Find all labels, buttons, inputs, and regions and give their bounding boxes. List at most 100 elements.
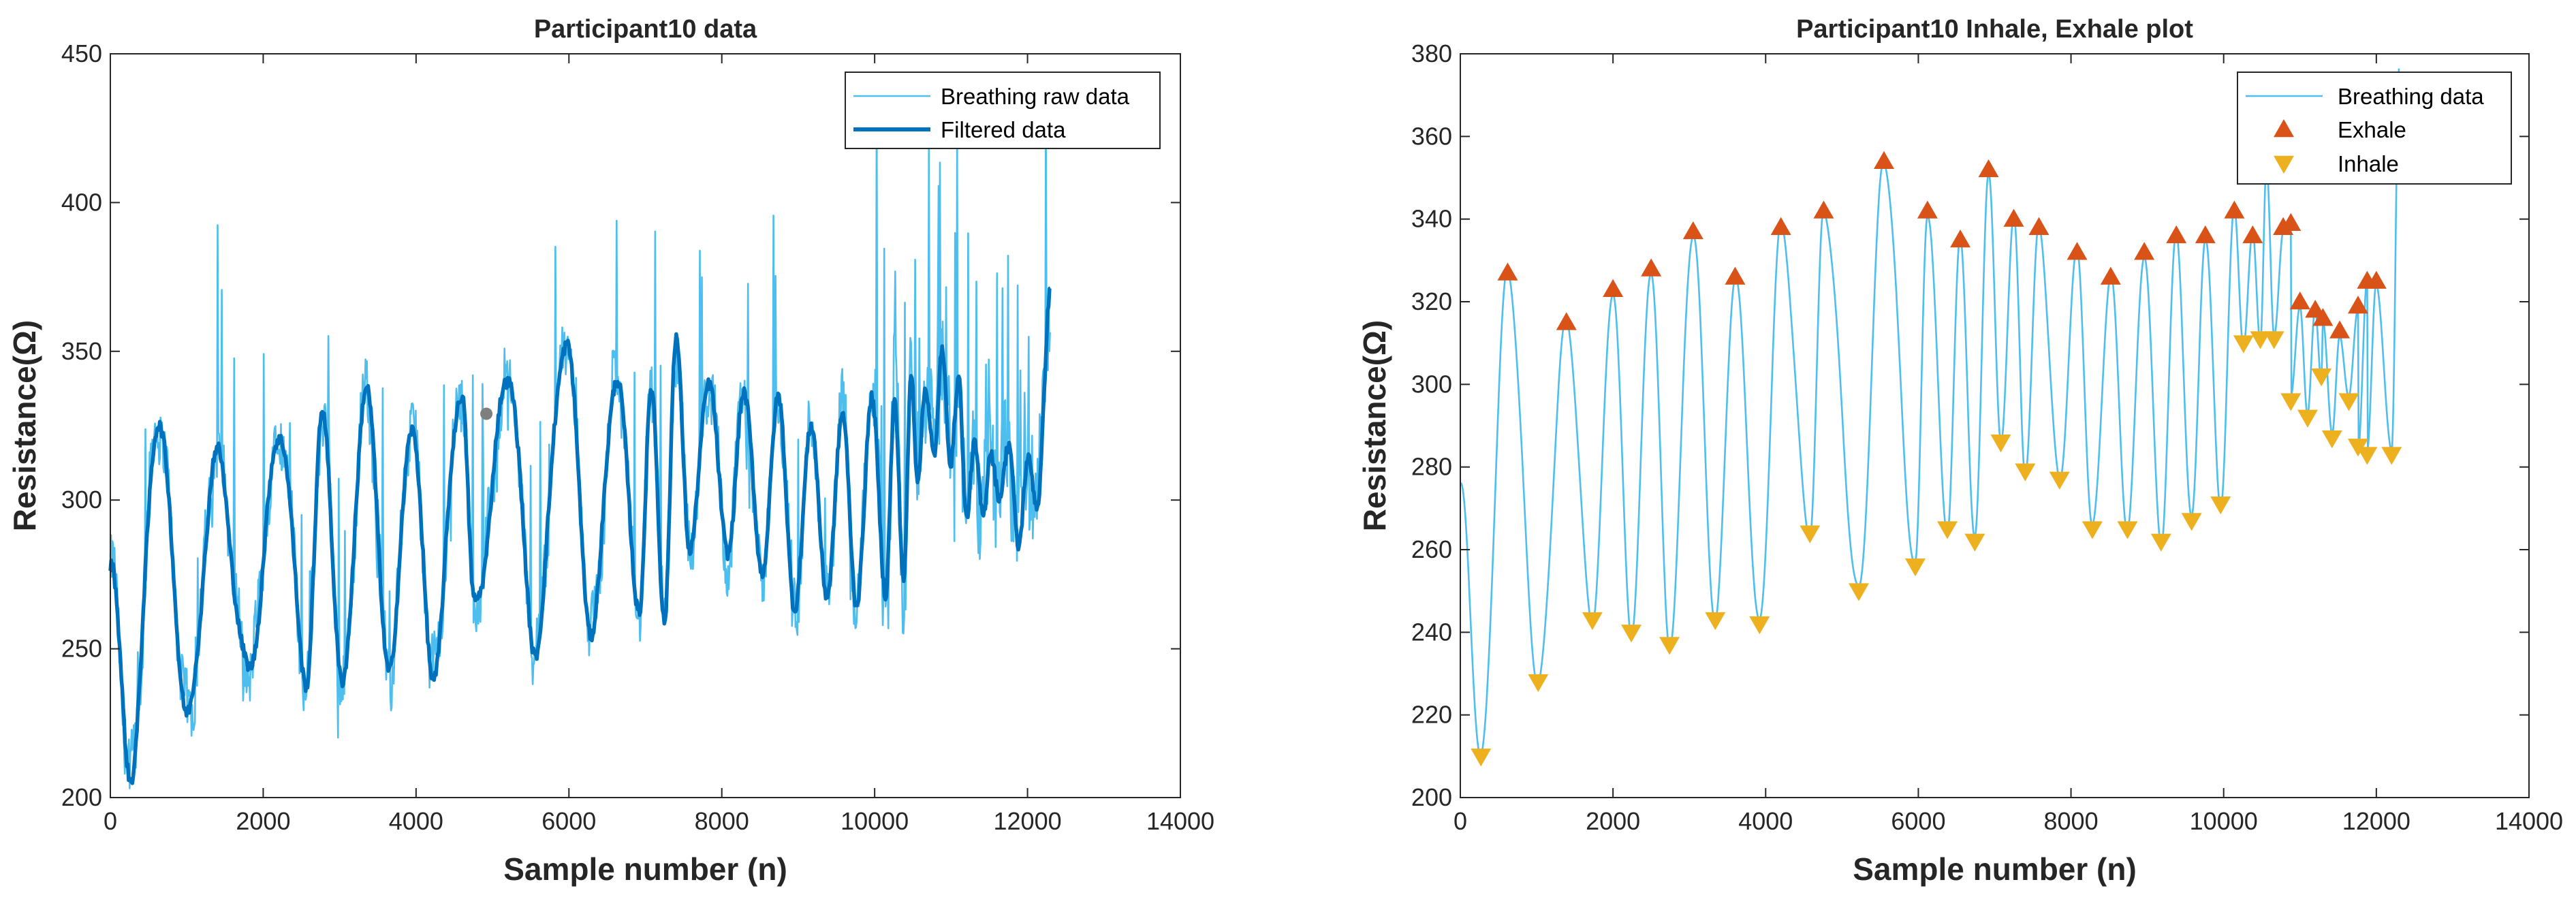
exhale-marker: [1603, 279, 1624, 298]
inhale-marker: [1621, 625, 1642, 643]
x-tick-label: 0: [1454, 807, 1467, 835]
chart-title: Participant10 Inhale, Exhale plot: [1796, 15, 2193, 44]
x-tick-label: 8000: [695, 807, 749, 835]
exhale-marker: [1917, 200, 1938, 219]
inhale-marker: [1749, 616, 1770, 635]
inhale-marker: [2280, 393, 2302, 411]
exhale-marker: [2067, 242, 2088, 260]
y-tick-label: 200: [61, 783, 102, 811]
ticks-group: 0 2000 4000 6000 8000 10000 12000 14000 200 250 30…: [61, 40, 1214, 835]
x-tick-label: 10000: [841, 807, 909, 835]
y-tick-label: 260: [1411, 535, 1452, 563]
legend-label-raw: Breathing raw data: [941, 84, 1130, 109]
y-axis-label: Resistance(Ω): [1357, 320, 1392, 531]
exhale-marker: [1770, 217, 1791, 236]
exhale-marker: [1873, 151, 1894, 169]
exhale-marker: [2134, 242, 2155, 260]
inhale-marker: [2338, 393, 2359, 411]
inhale-marker: [1471, 749, 1492, 767]
legend-label-filtered: Filtered data: [941, 117, 1066, 142]
inhale-marker: [2049, 471, 2070, 490]
inhale-marker: [1528, 674, 1549, 693]
y-tick-label: 240: [1411, 618, 1452, 646]
y-tick-label: 280: [1411, 453, 1452, 481]
data-point-marker: [480, 407, 493, 420]
exhale-marker: [1950, 230, 1971, 248]
inhale-marker: [2381, 447, 2402, 465]
inhale-marker: [2117, 521, 2138, 539]
legend-box: [845, 72, 1161, 149]
series-group: [108, 80, 1052, 789]
exhale-marker: [2195, 225, 2216, 244]
exhale-marker: [2242, 225, 2263, 244]
chart-inhale-exhale: 0 2000 4000 6000 8000 10000 12000 14000 200 220 24…: [1357, 15, 2563, 887]
ticks-group: 0 2000 4000 6000 8000 10000 12000 14000 200 220 24…: [1411, 40, 2563, 835]
inhale-marker: [2311, 368, 2332, 387]
x-tick-label: 10000: [2190, 807, 2258, 835]
exhale-marker: [1725, 266, 1746, 285]
inhale-marker: [1849, 583, 1870, 601]
x-tick-label: 8000: [2044, 807, 2099, 835]
inhale-marker: [1582, 612, 1603, 631]
inhale-marker: [1659, 637, 1680, 655]
y-tick-label: 300: [61, 486, 102, 514]
y-tick-label: 250: [61, 635, 102, 663]
inhale-marker: [2210, 497, 2231, 515]
inhale-marker: [1705, 612, 1726, 631]
axes-box: [110, 53, 1181, 798]
inhale-marker: [2263, 331, 2284, 349]
inhale-marker: [2015, 463, 2036, 482]
legend-label-exhale: Exhale: [2338, 117, 2406, 142]
y-tick-label: 450: [61, 40, 102, 67]
x-tick-label: 4000: [1738, 807, 1793, 835]
y-tick-label: 340: [1411, 205, 1452, 233]
inhale-marker: [1904, 558, 1926, 577]
inhale-marker: [2150, 533, 2171, 552]
inhale-marker: [1990, 435, 2011, 453]
exhale-marker: [2224, 200, 2245, 219]
y-tick-label: 400: [61, 188, 102, 216]
inhale-marker: [2250, 331, 2271, 349]
y-tick-label: 200: [1411, 783, 1452, 811]
exhale-marker: [2366, 270, 2387, 289]
inhale-marker: [1937, 521, 1958, 539]
series-group: [1460, 68, 2402, 767]
exhale-marker: [2100, 266, 2121, 285]
legend-label-inhale: Inhale: [2338, 151, 2399, 176]
exhale-marker: [2329, 320, 2351, 339]
axes-box: [1460, 53, 2530, 798]
x-tick-label: 6000: [1891, 807, 1945, 835]
exhale-marker: [1682, 221, 1703, 240]
x-tick-label: 14000: [2495, 807, 2563, 835]
y-tick-label: 380: [1411, 40, 1452, 67]
chart-participant10-data: 0 2000 4000 6000 8000 10000 12000 14000 200 250 30…: [7, 15, 1214, 887]
y-tick-label: 300: [1411, 370, 1452, 398]
y-tick-label: 320: [1411, 287, 1452, 315]
legend-label-breathing: Breathing data: [2338, 84, 2484, 109]
chart-title: Participant10 data: [534, 15, 757, 44]
inhale-marker: [2181, 513, 2202, 531]
exhale-marker: [1497, 262, 1518, 281]
x-tick-label: 4000: [389, 807, 443, 835]
y-tick-label: 220: [1411, 701, 1452, 729]
inhale-marker: [2233, 335, 2254, 353]
x-axis-label: Sample number (n): [1853, 851, 2137, 887]
y-axis-label: Resistance(Ω): [7, 320, 42, 531]
legend-swatch-inhale: [2274, 155, 2294, 174]
x-axis-label: Sample number (n): [503, 851, 787, 887]
x-tick-label: 2000: [236, 807, 290, 835]
legend: Breathing data Exhale Inhale: [2237, 72, 2512, 185]
exhale-marker: [2280, 213, 2302, 231]
x-tick-label: 12000: [2342, 807, 2410, 835]
x-tick-label: 2000: [1586, 807, 1640, 835]
x-tick-label: 12000: [994, 807, 1062, 835]
inhale-marker: [1800, 525, 1821, 544]
exhale-marker: [1641, 258, 1662, 277]
exhale-marker: [2003, 208, 2024, 227]
inhale-marker: [2357, 447, 2378, 465]
x-tick-label: 6000: [541, 807, 596, 835]
legend-swatch-exhale: [2274, 119, 2294, 138]
inhale-marker: [2082, 521, 2103, 539]
y-tick-label: 360: [1411, 122, 1452, 150]
